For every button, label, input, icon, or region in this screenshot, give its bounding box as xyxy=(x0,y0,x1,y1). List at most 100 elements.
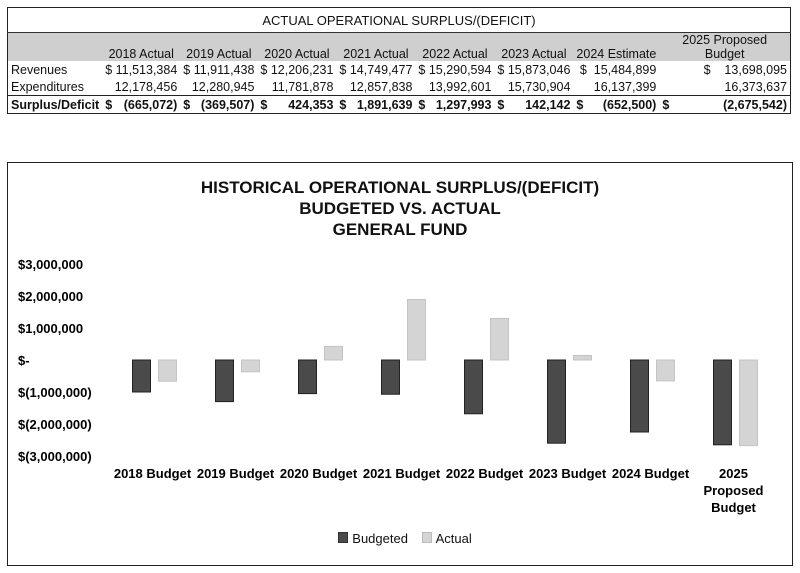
y-tick-label: $(1,000,000) xyxy=(18,385,92,400)
table-cell: $ (2,675,542) xyxy=(659,95,791,114)
row-label: Surplus/Deficit xyxy=(7,95,103,114)
legend-swatch-budgeted xyxy=(338,532,349,543)
x-tick-label: 2023 Budget xyxy=(529,466,607,481)
table-cell: $ 13,698,095 xyxy=(659,61,790,78)
y-tick-label: $(3,000,000) xyxy=(18,449,92,464)
cell-value: 1,297,993 xyxy=(435,97,492,112)
bar-actual xyxy=(158,359,177,382)
y-tick-label: $(2,000,000) xyxy=(18,417,92,432)
cell-value: (665,072) xyxy=(123,97,178,112)
table-cell: $1,891,639 xyxy=(336,95,416,114)
surplus-table: ACTUAL OPERATIONAL SURPLUS/(DEFICIT) 201… xyxy=(7,7,791,114)
cell-value: $ 13,698,095 xyxy=(703,62,787,77)
x-tick-label: 2018 Budget xyxy=(114,466,192,481)
y-tick-label: $1,000,000 xyxy=(18,321,83,336)
currency-symbol: $ xyxy=(105,97,113,112)
cell-value: $ 14,749,477 xyxy=(339,62,413,77)
table-cell: 12,280,945 xyxy=(180,78,258,96)
cell-value: 13,992,601 xyxy=(428,79,492,94)
bar-budgeted xyxy=(713,359,732,446)
currency-symbol: $ xyxy=(662,97,670,112)
chart-legend: Budgeted Actual xyxy=(8,531,792,546)
chart-title: HISTORICAL OPERATIONAL SURPLUS/(DEFICIT)… xyxy=(8,177,792,240)
legend-label-budgeted: Budgeted xyxy=(352,531,408,546)
bar-budgeted xyxy=(381,359,400,395)
chart-title-line: GENERAL FUND xyxy=(332,220,468,239)
table-cell: 12,178,456 xyxy=(102,78,181,96)
cell-value: 15,730,904 xyxy=(507,79,571,94)
cell-value: 16,137,399 xyxy=(593,79,657,94)
table-cell: $424,353 xyxy=(257,95,337,114)
column-header: 2018 Actual xyxy=(102,32,181,61)
cell-value: 142,142 xyxy=(525,97,571,112)
x-tick-label: Budget xyxy=(711,500,756,515)
cell-value: $ 11,513,384 xyxy=(105,62,178,77)
y-tick-label: $3,000,000 xyxy=(18,257,83,272)
table-cell: $ 15,484,899 xyxy=(573,61,659,78)
table-cell: 13,992,601 xyxy=(415,78,495,96)
x-tick-label: Proposed xyxy=(704,483,764,498)
column-header: 2025 Proposed Budget xyxy=(659,32,791,61)
surplus-chart: HISTORICAL OPERATIONAL SURPLUS/(DEFICIT)… xyxy=(7,162,793,566)
table-cell: $ 12,206,231 xyxy=(257,61,336,78)
bar-budgeted xyxy=(132,359,151,393)
cell-value: (369,507) xyxy=(200,97,255,112)
y-tick-label: $- xyxy=(18,353,30,368)
x-tick-label: 2025 xyxy=(719,466,748,481)
table-cell: $ 11,911,438 xyxy=(180,61,257,78)
x-tick-label: 2020 Budget xyxy=(280,466,358,481)
table-row: Expenditures 12,178,456 12,280,945 11,781,8… xyxy=(8,78,791,96)
table-cell: $ (652,500) xyxy=(573,95,660,114)
cell-value: 1,891,639 xyxy=(356,97,413,112)
cell-value: 11,781,878 xyxy=(271,79,334,94)
cell-value: $ 15,873,046 xyxy=(497,62,571,77)
chart-title-line: HISTORICAL OPERATIONAL SURPLUS/(DEFICIT) xyxy=(200,178,600,197)
chart-plot: $3,000,000 $2,000,000 $1,000,000 $- $(1,000,… xyxy=(18,257,764,515)
table-cell: 16,373,637 xyxy=(659,78,791,96)
bar-budgeted xyxy=(630,359,649,433)
x-tick-label: 2024 Budget xyxy=(612,466,690,481)
cell-value: (2,675,542) xyxy=(723,97,787,112)
cell-value: 12,178,456 xyxy=(114,79,178,94)
table-title: ACTUAL OPERATIONAL SURPLUS/(DEFICIT) xyxy=(7,7,791,33)
table-cell: $1,297,993 xyxy=(415,95,495,114)
table-cell: $ (369,507) xyxy=(180,95,258,114)
bar-actual xyxy=(490,317,509,361)
cell-value: 12,280,945 xyxy=(191,79,255,94)
table-cell: $142,142 xyxy=(494,95,574,114)
cell-value: (652,500) xyxy=(602,97,657,112)
table-cell: 12,857,838 xyxy=(336,78,416,96)
cell-value: $ 15,484,899 xyxy=(579,62,657,77)
bar-budgeted xyxy=(464,359,483,415)
bar-actual xyxy=(656,359,675,382)
cell-value: $ 12,206,231 xyxy=(260,62,334,77)
legend-swatch-actual xyxy=(421,532,432,543)
bar-actual xyxy=(739,359,758,447)
table-row: Surplus/Deficit $ (665,072) $ (369,507) $424,… xyxy=(7,95,791,114)
cell-value: 16,373,637 xyxy=(724,79,787,94)
column-header: 2024 Estimate xyxy=(573,32,660,61)
x-tick-label: 2021 Budget xyxy=(363,466,441,481)
table-cell: $ 15,290,594 xyxy=(415,61,494,78)
bar-budgeted xyxy=(298,359,317,395)
cell-value: 12,857,838 xyxy=(349,79,413,94)
table-cell: 16,137,399 xyxy=(573,78,660,96)
y-tick-label: $2,000,000 xyxy=(18,289,83,304)
row-label: Revenues xyxy=(11,62,68,77)
bar-actual xyxy=(573,354,592,361)
table-cell: 15,730,904 xyxy=(494,78,574,96)
row-label: Expenditures xyxy=(11,79,84,94)
currency-symbol: $ xyxy=(576,97,584,112)
table-cell: 11,781,878 xyxy=(257,78,337,96)
currency-symbol: $ xyxy=(260,97,268,112)
table-cell: $ 11,513,384 xyxy=(102,61,180,78)
column-header: 2023 Actual xyxy=(494,32,574,61)
column-header: 2020 Actual xyxy=(257,32,337,61)
column-header: 2021 Actual xyxy=(336,32,416,61)
currency-symbol: $ xyxy=(339,97,347,112)
bar-budgeted xyxy=(547,359,566,444)
currency-symbol: $ xyxy=(497,97,505,112)
column-header: 2022 Actual xyxy=(415,32,495,61)
chart-title-line: BUDGETED VS. ACTUAL xyxy=(299,199,501,218)
x-tick-label: 2019 Budget xyxy=(197,466,275,481)
